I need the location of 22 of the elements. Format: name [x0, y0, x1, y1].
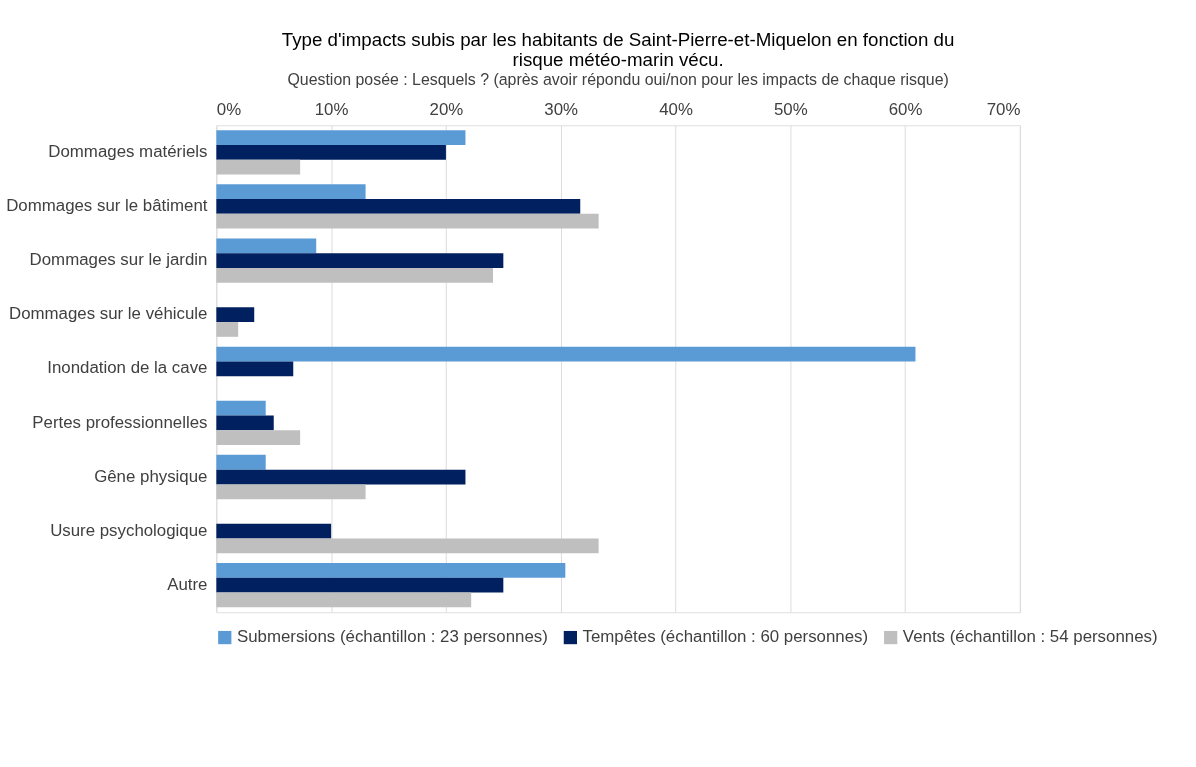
y-tick-label: Pertes professionnelles [32, 412, 208, 432]
y-tick-label: Inondation de la cave [47, 358, 208, 378]
legend-label: Tempêtes (échantillon : 60 personnes) [582, 627, 869, 647]
x-tick-label: 0% [216, 99, 242, 119]
x-tick-label: 70% [986, 99, 1021, 119]
y-tick-label: Dommages sur le jardin [29, 250, 208, 270]
y-tick-label: Dommages matériels [48, 142, 208, 162]
chart-subtitle: Question posée : Lesquels ? (après avoir répondu oui/non pour les impacts de chaque risque) [287, 71, 949, 88]
y-tick-label: Dommages sur le bâtiment [6, 196, 208, 216]
x-tick-label: 30% [544, 99, 579, 119]
legend-label: Vents (échantillon : 54 personnes) [902, 627, 1158, 647]
x-tick-label: 10% [314, 99, 349, 119]
x-tick-label: 40% [659, 99, 693, 119]
x-tick-label: 50% [773, 99, 808, 119]
x-tick-label: 20% [429, 99, 464, 119]
y-tick-label: Usure psychologique [50, 520, 208, 540]
chart-title: Type d'impacts subis par les habitants de Saint-Pierre-et-Miquelon en fonction du risque météo-marin vécu. [281, 28, 955, 71]
y-tick-label: Autre [167, 574, 208, 594]
x-tick-label: 60% [888, 99, 923, 119]
y-tick-label: Gêne physique [94, 466, 208, 486]
y-tick-label: Dommages sur le véhicule [8, 304, 208, 324]
legend-label: Submersions (échantillon : 23 personnes) [236, 627, 548, 647]
